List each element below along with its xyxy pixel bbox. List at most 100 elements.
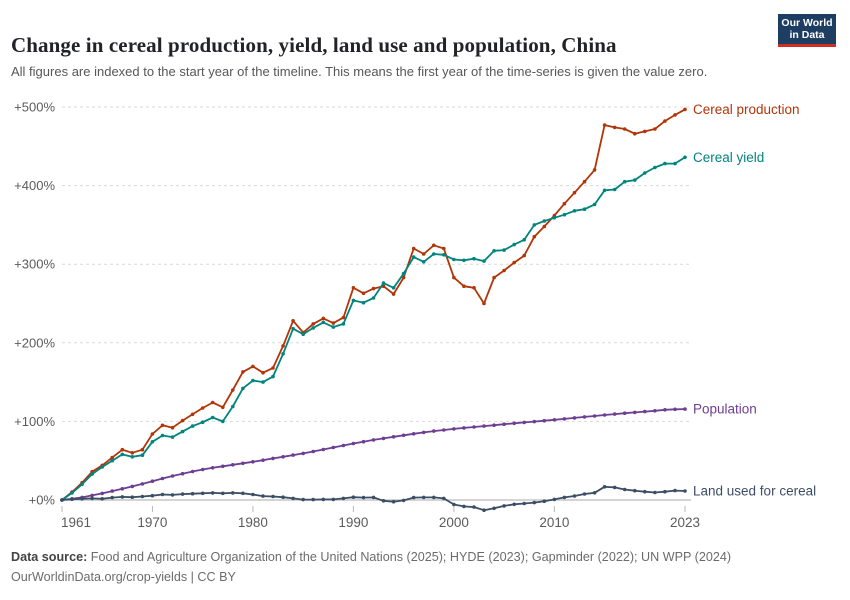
data-point[interactable] <box>542 499 547 504</box>
data-point[interactable] <box>251 378 255 383</box>
data-point[interactable] <box>442 428 446 432</box>
data-point[interactable] <box>653 490 657 495</box>
data-point[interactable] <box>361 291 366 296</box>
data-point[interactable] <box>592 491 597 495</box>
data-point[interactable] <box>572 416 577 420</box>
data-point[interactable] <box>472 425 476 429</box>
data-point[interactable] <box>582 415 587 419</box>
data-point[interactable] <box>502 268 506 273</box>
data-point[interactable] <box>612 412 617 416</box>
data-point[interactable] <box>130 455 135 459</box>
data-point[interactable] <box>311 497 316 502</box>
data-point[interactable] <box>542 418 547 423</box>
data-point[interactable] <box>281 344 285 348</box>
series-label-cereal-yield[interactable]: Cereal yield <box>693 150 764 165</box>
data-point[interactable] <box>180 429 185 434</box>
data-point[interactable] <box>512 502 516 507</box>
data-point[interactable] <box>170 493 175 497</box>
data-point[interactable] <box>90 472 94 476</box>
data-point[interactable] <box>432 243 436 248</box>
data-point[interactable] <box>411 432 416 436</box>
data-point[interactable] <box>482 301 486 306</box>
data-point[interactable] <box>391 435 396 439</box>
data-point[interactable] <box>542 224 547 229</box>
data-point[interactable] <box>502 248 506 252</box>
data-point[interactable] <box>442 253 446 257</box>
data-point[interactable] <box>251 364 255 369</box>
data-point[interactable] <box>331 325 336 329</box>
data-point[interactable] <box>552 216 557 220</box>
data-point[interactable] <box>120 487 125 491</box>
data-point[interactable] <box>532 234 537 239</box>
data-point[interactable] <box>110 455 114 460</box>
data-point[interactable] <box>653 165 657 170</box>
data-point[interactable] <box>210 466 215 470</box>
data-point[interactable] <box>281 352 285 356</box>
data-point[interactable] <box>452 257 456 262</box>
data-point[interactable] <box>643 129 647 134</box>
data-point[interactable] <box>130 495 135 500</box>
data-point[interactable] <box>291 453 295 457</box>
data-point[interactable] <box>190 469 195 474</box>
data-point[interactable] <box>472 286 476 290</box>
data-point[interactable] <box>622 487 627 492</box>
data-point[interactable] <box>261 380 265 384</box>
data-point[interactable] <box>452 502 456 507</box>
data-point[interactable] <box>622 179 627 184</box>
data-point[interactable] <box>432 495 436 500</box>
data-point[interactable] <box>130 451 135 455</box>
data-point[interactable] <box>602 188 607 193</box>
data-point[interactable] <box>241 370 245 374</box>
data-point[interactable] <box>462 426 466 430</box>
data-point[interactable] <box>100 465 104 469</box>
data-point[interactable] <box>281 455 285 459</box>
data-point[interactable] <box>100 491 104 496</box>
data-point[interactable] <box>552 497 557 502</box>
data-point[interactable] <box>301 451 306 456</box>
data-point[interactable] <box>210 400 215 405</box>
data-point[interactable] <box>130 484 135 489</box>
data-point[interactable] <box>190 412 195 417</box>
data-point[interactable] <box>351 495 356 500</box>
data-point[interactable] <box>291 326 295 331</box>
data-point[interactable] <box>482 259 486 263</box>
data-point[interactable] <box>150 493 155 498</box>
data-point[interactable] <box>683 407 687 411</box>
data-point[interactable] <box>271 494 275 499</box>
data-point[interactable] <box>522 501 526 506</box>
data-point[interactable] <box>70 491 74 495</box>
data-point[interactable] <box>140 494 145 499</box>
data-point[interactable] <box>401 275 406 280</box>
data-point[interactable] <box>361 300 366 305</box>
data-point[interactable] <box>351 441 356 446</box>
data-point[interactable] <box>673 407 677 412</box>
data-point[interactable] <box>381 436 386 441</box>
data-point[interactable] <box>452 275 456 280</box>
data-point[interactable] <box>110 458 114 463</box>
data-point[interactable] <box>120 495 125 499</box>
series-label-cereal-production[interactable]: Cereal production <box>693 102 800 117</box>
data-point[interactable] <box>602 413 607 417</box>
data-point[interactable] <box>170 425 175 430</box>
data-point[interactable] <box>522 253 526 258</box>
data-point[interactable] <box>371 438 376 442</box>
data-point[interactable] <box>261 458 265 463</box>
data-point[interactable] <box>100 497 104 501</box>
data-point[interactable] <box>562 201 567 206</box>
data-point[interactable] <box>331 321 336 325</box>
data-point[interactable] <box>572 494 577 498</box>
data-point[interactable] <box>421 430 426 435</box>
data-point[interactable] <box>643 171 647 175</box>
data-point[interactable] <box>421 260 426 264</box>
data-point[interactable] <box>341 496 346 501</box>
series-label-population[interactable]: Population <box>693 402 757 417</box>
data-point[interactable] <box>60 498 64 502</box>
data-point[interactable] <box>140 447 145 452</box>
data-point[interactable] <box>110 495 114 500</box>
data-point[interactable] <box>542 219 547 223</box>
data-point[interactable] <box>221 464 225 469</box>
data-point[interactable] <box>120 447 125 452</box>
data-point[interactable] <box>351 298 356 303</box>
data-point[interactable] <box>472 256 476 261</box>
